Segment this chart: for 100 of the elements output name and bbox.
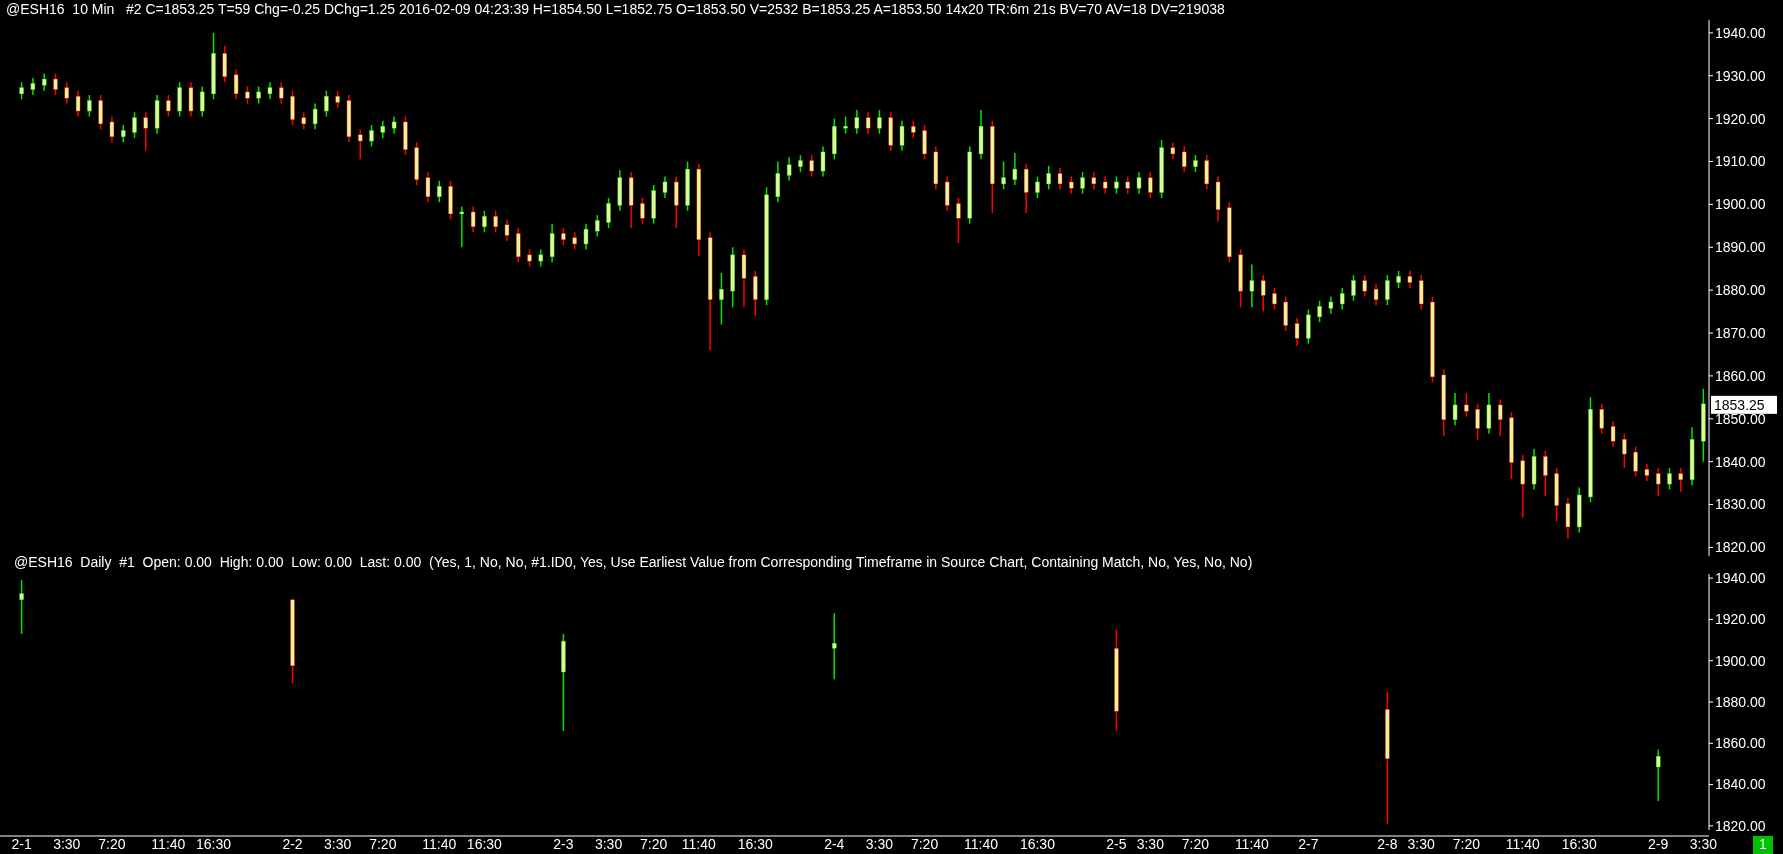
candlestick	[820, 145, 826, 178]
x-tick-label: 7:20	[98, 836, 126, 852]
candlestick	[1475, 403, 1480, 441]
x-tick-label: 3:30	[594, 836, 623, 852]
x-tick-label: 16:30	[737, 836, 773, 852]
candlestick	[177, 81, 182, 118]
candlestick	[1283, 295, 1288, 332]
candlestick	[1249, 263, 1255, 309]
y-tick-label: 1900.00	[1715, 196, 1766, 213]
x-tick-label: 11:40	[151, 836, 186, 852]
candlestick	[143, 111, 148, 152]
x-tick-label: 2-4	[824, 836, 845, 852]
candlestick	[132, 111, 137, 139]
x-tick-label: 2-8	[1377, 836, 1398, 852]
y-tick-label: 1940.00	[1715, 24, 1766, 41]
x-tick-label: 3:30	[1407, 836, 1436, 852]
y-tick-label: 1840.00	[1715, 453, 1766, 470]
candlestick	[854, 109, 860, 135]
candlestick	[1520, 454, 1525, 519]
candlestick	[1464, 392, 1469, 418]
candlestick	[1498, 398, 1503, 437]
candlestick	[899, 120, 905, 152]
candlestick	[786, 156, 792, 182]
y-tick-label: 1850.00	[1715, 410, 1766, 427]
candlestick	[1204, 154, 1209, 191]
x-tick-label: 2-3	[553, 836, 574, 852]
candlestick	[312, 102, 318, 131]
candlestick	[1148, 171, 1153, 199]
y-tick-label: 1880.00	[1715, 693, 1766, 710]
y-tick-label: 1860.00	[1715, 735, 1766, 752]
y-tick-label: 1820.00	[1715, 539, 1766, 556]
candlestick	[1362, 274, 1367, 298]
x-tick-label: 11:40	[964, 836, 999, 852]
candlestick	[75, 90, 81, 118]
chart-title: @ESH16 Daily #1 Open: 0.00 High: 0.00 Low: 0.00 Last: 0.00 (Yes, 1, No, No, #1.ID0, Yes, Use Earliest Value from Corresponding Timeframe in Source Chart, Containing Match, No, Yes, No, No)	[14, 554, 1253, 570]
candlestick	[1057, 167, 1063, 191]
candlestick	[674, 175, 679, 229]
candlestick	[877, 109, 882, 135]
x-tick-label: 7:20	[1452, 836, 1481, 852]
candlestick	[832, 612, 837, 681]
candlestick	[1599, 403, 1604, 435]
candlestick	[87, 94, 92, 118]
candlestick	[425, 171, 431, 203]
x-tick-label: 2-2	[282, 836, 303, 852]
candlestick	[437, 180, 442, 203]
candlestick	[662, 175, 668, 199]
candlestick	[1317, 300, 1322, 324]
candlestick	[1339, 287, 1345, 311]
y-tick-label: 1920.00	[1715, 611, 1766, 628]
candlestick	[956, 197, 961, 244]
x-tick-label: 2-1	[11, 836, 32, 852]
chart-title: @ESH16 10 Min #2 C=1853.25 T=59 Chg=-0.25 DChg=1.25 2016-02-09 04:23:39 H=1854.50 L=1852.75 O=1853.50 V=2532 B=1853.25 A=1853.50 14x20 TR:6m 21s BV=70 AV=18 DV=219038	[6, 1, 1225, 17]
candlestick	[222, 44, 227, 83]
candlestick	[19, 579, 24, 635]
candlestick	[1260, 274, 1266, 313]
candlestick	[809, 154, 814, 178]
y-tick-label: 1860.00	[1715, 367, 1766, 384]
candlestick	[944, 175, 950, 212]
candlestick	[549, 222, 555, 264]
x-tick-label: 16:30	[1019, 836, 1056, 852]
candlestick	[358, 128, 363, 161]
y-tick-label: 1830.00	[1715, 496, 1766, 513]
candlestick	[583, 222, 589, 251]
candlestick	[1012, 152, 1018, 186]
candlestick	[98, 94, 103, 131]
text: 1853.25	[1714, 396, 1765, 413]
y-tick-label: 1940.00	[1715, 570, 1766, 587]
candlestick	[1656, 748, 1661, 802]
candlestick	[1486, 392, 1492, 435]
candlestick	[1418, 274, 1424, 311]
y-tick-label: 1910.00	[1715, 153, 1766, 170]
y-tick-label: 1920.00	[1715, 110, 1766, 127]
candlestick	[1046, 165, 1051, 191]
candlestick	[1678, 467, 1683, 493]
candlestick	[233, 68, 239, 101]
candlestick	[1543, 450, 1548, 497]
candlestick	[1622, 433, 1627, 469]
y-tick-label: 1900.00	[1715, 652, 1766, 669]
x-tick-label: 7:20	[910, 836, 939, 852]
candlestick	[640, 197, 645, 225]
candlestick	[324, 90, 329, 118]
candlestick	[493, 210, 498, 234]
candlestick	[1385, 274, 1390, 306]
candlestick	[369, 124, 374, 148]
candlestick	[290, 90, 295, 126]
candlestick	[741, 248, 747, 309]
x-tick-label: 7:20	[1181, 836, 1210, 852]
candlestick	[1373, 282, 1379, 306]
x-tick-label: 3:30	[865, 836, 894, 852]
candlestick	[1565, 497, 1571, 540]
candlestick	[516, 227, 521, 264]
candlestick	[1667, 467, 1672, 491]
x-tick-label: 16:30	[466, 836, 503, 852]
x-tick-label: 3:30	[324, 836, 352, 852]
candlestick	[1633, 445, 1638, 478]
y-tick-label: 1890.00	[1715, 239, 1766, 256]
candlestick	[279, 81, 284, 105]
candlestick	[504, 218, 510, 242]
candlestick	[922, 124, 927, 161]
candlestick	[53, 72, 58, 96]
